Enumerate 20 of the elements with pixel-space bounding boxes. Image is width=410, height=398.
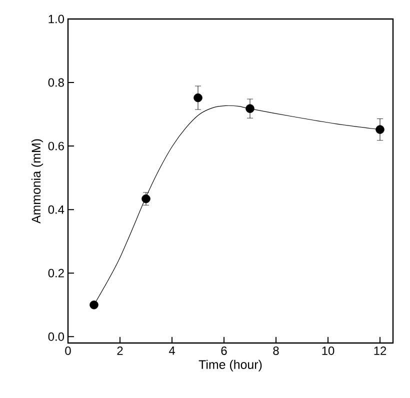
y-tick-label: 0.2 bbox=[48, 268, 64, 278]
x-tick-label: 8 bbox=[273, 346, 279, 355]
point bbox=[376, 125, 384, 134]
x-tick-label: 4 bbox=[168, 346, 175, 355]
y-tick-label: 0.0 bbox=[48, 332, 64, 341]
y-tick-label: 0.4 bbox=[48, 205, 64, 214]
x-tick-label: 10 bbox=[322, 346, 334, 355]
x-tick-label: 2 bbox=[117, 346, 123, 355]
x-tick-label: 6 bbox=[221, 346, 227, 355]
y-tick-label: 1.0 bbox=[48, 14, 64, 24]
y-tick-label: 0.6 bbox=[48, 142, 64, 150]
y-tick-label: 0.8 bbox=[48, 78, 64, 87]
x-axis-title: Time (hour) bbox=[198, 360, 262, 372]
x-tick-label: 12 bbox=[374, 346, 386, 355]
point bbox=[142, 194, 150, 204]
point bbox=[246, 104, 254, 113]
point bbox=[194, 93, 202, 102]
y-axis-title: Ammonia (mM) bbox=[31, 139, 44, 224]
point bbox=[90, 300, 98, 310]
x-tick-label: 0 bbox=[65, 346, 71, 355]
